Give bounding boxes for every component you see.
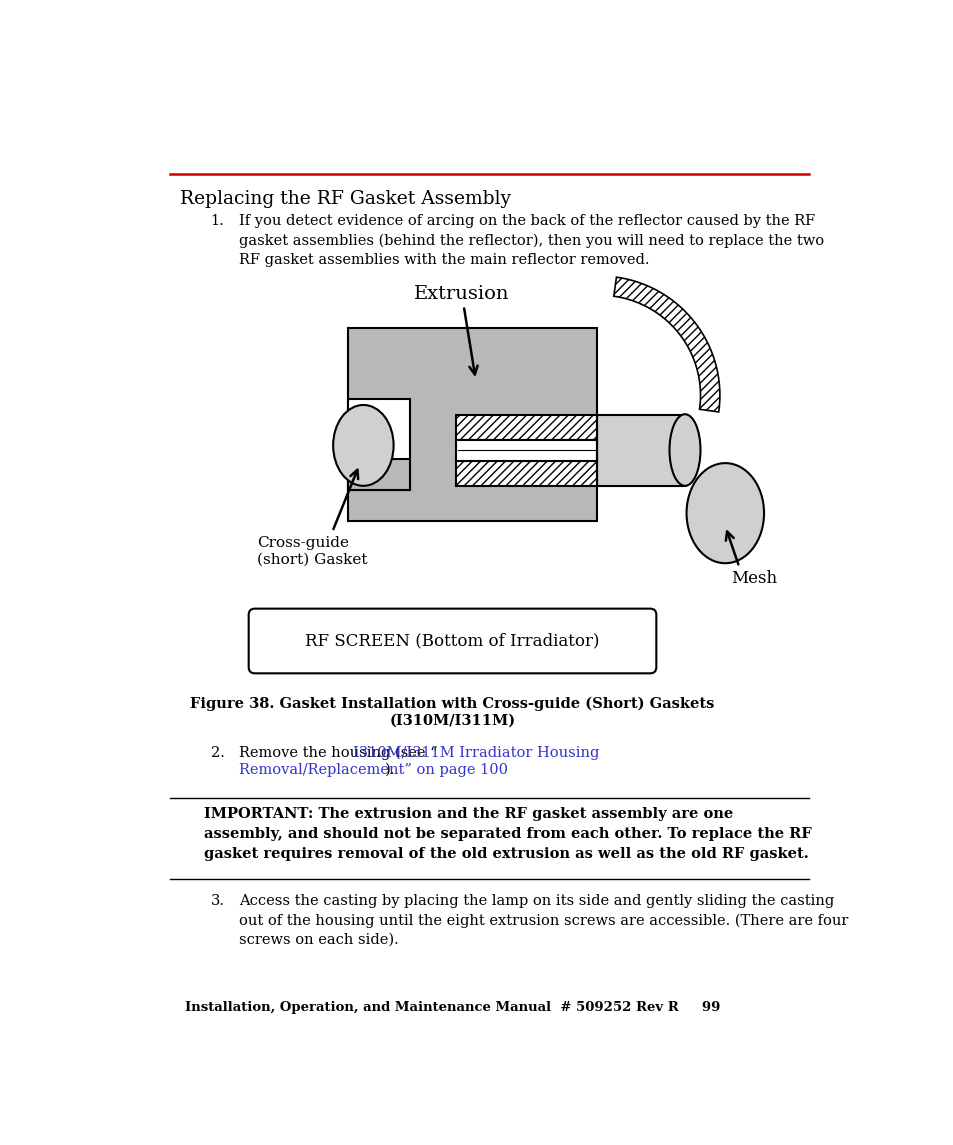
Text: If you detect evidence of arcing on the back of the reflector caused by the RF
g: If you detect evidence of arcing on the … bbox=[239, 214, 823, 267]
Bar bbox=[597, 414, 684, 487]
Bar bbox=[348, 400, 410, 490]
Text: Extrusion: Extrusion bbox=[414, 285, 509, 374]
Text: ).: ). bbox=[384, 763, 395, 776]
Text: 3.: 3. bbox=[211, 894, 225, 908]
Text: Access the casting by placing the lamp on its side and gently sliding the castin: Access the casting by placing the lamp o… bbox=[239, 894, 848, 947]
Text: 1.: 1. bbox=[211, 214, 224, 228]
Bar bbox=[456, 440, 597, 460]
Text: Figure 38. Gasket Installation with Cross-guide (Short) Gaskets: Figure 38. Gasket Installation with Cros… bbox=[190, 696, 714, 711]
Bar bbox=[597, 414, 684, 487]
Bar bbox=[348, 329, 597, 521]
Text: Installation, Operation, and Maintenance Manual  # 509252 Rev R     99: Installation, Operation, and Maintenance… bbox=[185, 1002, 720, 1014]
Text: RF SCREEN (Bottom of Irradiator): RF SCREEN (Bottom of Irradiator) bbox=[305, 632, 599, 649]
Text: Remove the housing (see “: Remove the housing (see “ bbox=[239, 745, 437, 760]
Text: (I310M/I311M): (I310M/I311M) bbox=[389, 713, 515, 727]
Bar bbox=[348, 459, 410, 490]
Text: I310M/I311M Irradiator Housing: I310M/I311M Irradiator Housing bbox=[353, 745, 598, 759]
Text: Mesh: Mesh bbox=[731, 570, 777, 587]
Text: IMPORTANT: The extrusion and the RF gasket assembly are one
assembly, and should: IMPORTANT: The extrusion and the RF gask… bbox=[204, 807, 811, 861]
Text: Replacing the RF Gasket Assembly: Replacing the RF Gasket Assembly bbox=[179, 190, 510, 207]
Ellipse shape bbox=[333, 405, 394, 485]
Polygon shape bbox=[613, 277, 720, 412]
Bar bbox=[456, 460, 597, 487]
Text: Cross-guide
(short) Gasket: Cross-guide (short) Gasket bbox=[257, 536, 367, 567]
Bar bbox=[456, 414, 597, 440]
Ellipse shape bbox=[669, 414, 700, 485]
Ellipse shape bbox=[686, 463, 763, 563]
Text: 2.: 2. bbox=[211, 745, 224, 759]
FancyBboxPatch shape bbox=[249, 609, 656, 673]
Text: Removal/Replacement” on page 100: Removal/Replacement” on page 100 bbox=[239, 763, 508, 776]
